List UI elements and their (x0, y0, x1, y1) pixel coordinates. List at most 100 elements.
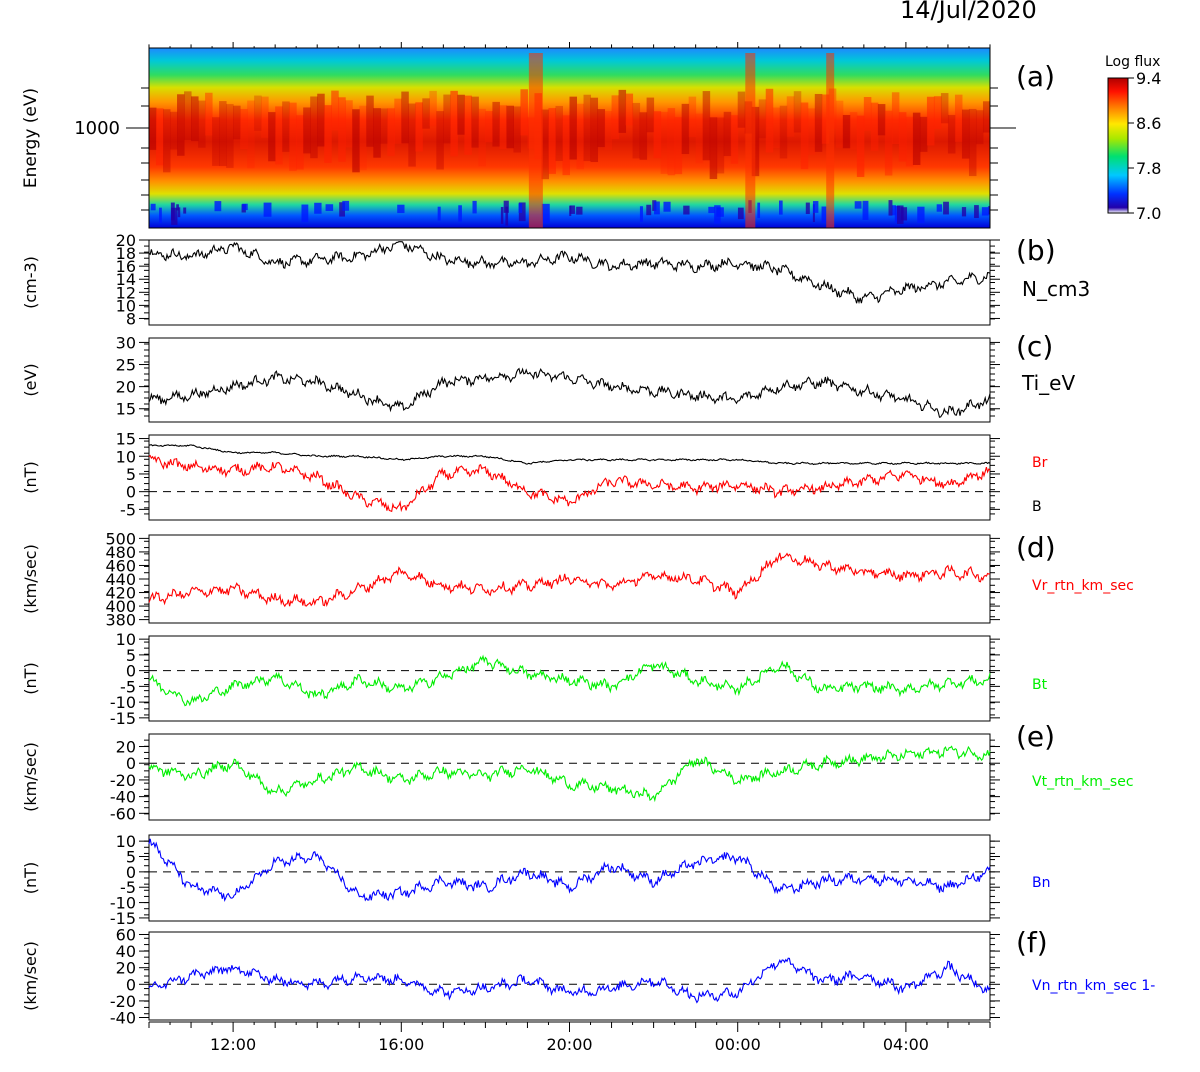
spectrogram-band (681, 103, 690, 155)
spectrogram-band (835, 100, 844, 148)
spectrogram-low-flux (569, 205, 575, 214)
spectrogram-low-flux (263, 202, 272, 217)
spectrogram-band (653, 111, 662, 159)
spectrogram-band (702, 91, 711, 161)
spectrogram-low-flux (854, 201, 862, 209)
ytick-label: 460 (105, 556, 136, 575)
spectrogram-burst (528, 53, 543, 228)
ytick-label: -5 (120, 500, 136, 519)
spectrogram-band (282, 101, 290, 152)
spectrogram-low-flux (981, 207, 989, 216)
panel-frame (148, 733, 991, 821)
spectrogram-band (751, 106, 760, 177)
spectrogram-low-flux (896, 205, 904, 224)
ytick-label: 480 (105, 543, 136, 562)
spectrogram-band (184, 91, 192, 141)
spectrogram-band (849, 112, 858, 150)
series-line-B (148, 444, 991, 466)
spectrogram-low-flux (171, 207, 178, 225)
colorbar-scale (1107, 77, 1129, 214)
spectrogram-low-flux (646, 204, 652, 216)
spectrogram-band (730, 115, 739, 164)
spectrogram-band (898, 112, 907, 162)
spectrogram-band (576, 103, 585, 170)
panel-e: 200-20-40-60 (km/sec) Vt_rtn_km_sec (21, 733, 1134, 823)
spectrogram-band (163, 109, 171, 173)
spectrogram-band (268, 112, 276, 162)
spectrogram-band (709, 117, 718, 180)
panel-letter: (a) (1016, 60, 1055, 93)
spectrogram-band (660, 111, 669, 174)
spectrogram-band (422, 98, 430, 129)
panel-ylabel: (nT) (21, 662, 40, 694)
ytick-label: 20 (116, 738, 136, 757)
series-label: Vn_rtn_km_sec 1- (1032, 978, 1155, 994)
ytick-label: 0 (126, 662, 136, 681)
panel-letter: (d) (1016, 531, 1056, 564)
spectrogram-band (331, 90, 339, 131)
spectrogram-band (541, 109, 549, 180)
spectrogram-low-flux (900, 207, 908, 221)
spectrogram-low-flux (505, 206, 509, 226)
ytick-label: 12 (116, 283, 136, 302)
spectrogram-band (450, 90, 458, 157)
spectrogram-band (289, 102, 297, 171)
ytick-label: -60 (110, 804, 136, 823)
ytick-label: -40 (110, 788, 136, 807)
spectrogram-band (499, 105, 507, 150)
spectrogram-band (562, 115, 570, 176)
panel-ylabel: (cm-3) (21, 256, 40, 309)
spectrogram-band (345, 100, 353, 148)
spectrogram-band (513, 106, 521, 153)
spectrogram-low-flux (339, 202, 345, 217)
spectrogram-band (226, 104, 234, 168)
spectrogram-low-flux (936, 204, 943, 212)
spectrogram-band (891, 92, 900, 145)
colorbar: Log flux 9.4 8.6 7.8 7.0 (1105, 54, 1161, 223)
date-label: 14/Jul/2020 (900, 0, 1037, 24)
spectrogram-low-flux (714, 205, 721, 224)
spectrogram-band (674, 117, 683, 175)
colorbar-tick-label: 9.4 (1136, 69, 1161, 88)
spectrogram-band (856, 115, 865, 177)
panel-ylabel: (km/sec) (21, 742, 40, 812)
spectrogram-band (716, 117, 725, 174)
spectrogram-low-flux (779, 200, 783, 215)
series-label: Bt (1032, 677, 1048, 693)
spectrogram-band (786, 96, 795, 137)
spectrogram-band (324, 105, 332, 163)
panel-c: 30 25 20 15 (eV) Ti_eV (21, 333, 1075, 423)
spectrogram-band (583, 94, 592, 162)
spectrogram-band (779, 105, 788, 159)
spectrogram-band (436, 111, 444, 170)
series-label: Br (1032, 455, 1048, 471)
spectrogram-band (261, 96, 269, 138)
ytick-label: -5 (120, 878, 136, 897)
spectrogram-low-flux (812, 204, 815, 223)
spectrogram-band (632, 102, 641, 159)
spectrogram-band (821, 94, 830, 144)
spectrogram-band (982, 101, 990, 133)
ytick-label: 16 (116, 257, 136, 276)
spectrogram-band (926, 96, 935, 146)
ytick-label: 20 (116, 231, 136, 250)
spectrogram-low-flux (242, 203, 248, 211)
spectrogram-band (471, 96, 479, 148)
spectrogram-band (464, 95, 472, 155)
spectrogram-low-flux (888, 200, 893, 216)
spectrogram-band (198, 100, 206, 148)
spectrogram-band (275, 106, 283, 165)
spectrogram-band (520, 89, 528, 136)
spectrogram-band (765, 88, 774, 153)
spectrogram-low-flux (541, 203, 550, 224)
spectrogram-band (303, 107, 311, 154)
spectrogram-band (688, 96, 697, 138)
time-tick-label: 20:00 (546, 1035, 592, 1054)
spectrogram-low-flux (472, 200, 477, 214)
spectrogram-low-flux (150, 203, 156, 211)
ytick-label: 60 (116, 925, 136, 944)
